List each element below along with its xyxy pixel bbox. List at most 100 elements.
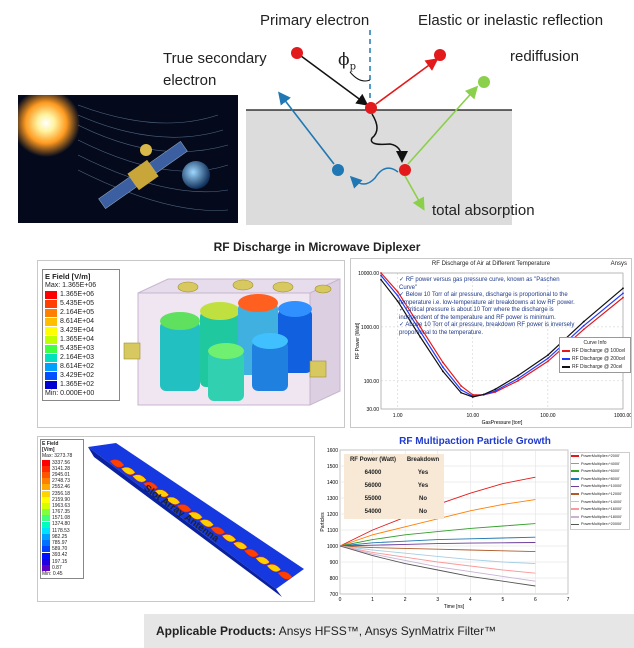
elastic-reflection-label: Elastic or inelastic reflection xyxy=(418,12,604,29)
legend-swatch xyxy=(42,503,50,510)
phi-label: ϕp xyxy=(338,50,356,73)
slot-field-hotspot xyxy=(277,571,293,580)
y-tick-label: 1100 xyxy=(327,528,338,534)
data-point xyxy=(546,360,549,363)
multipaction-title: RF Multipaction Particle Growth xyxy=(399,436,551,447)
legend-swatch xyxy=(42,533,50,540)
slot-field-hotspot xyxy=(244,549,259,558)
legend-entry: 3.429E+02 xyxy=(45,371,117,380)
legend-swatch xyxy=(42,496,50,503)
series-line xyxy=(380,272,624,396)
absorbed-electron xyxy=(399,164,411,176)
paschen-notes: ✓ RF power versus gas pressure curve, kn… xyxy=(399,277,577,337)
legend-entry: 2159.90 xyxy=(42,497,82,503)
legend-swatch xyxy=(42,546,50,553)
data-point xyxy=(471,396,474,398)
primary-electron-path xyxy=(296,52,369,106)
y-tick-label: 100.00 xyxy=(364,379,380,385)
legend-entry: 3141.28 xyxy=(42,466,82,472)
x-tick-label: 1 xyxy=(371,597,374,603)
legend-entry: 2945.01 xyxy=(42,472,82,479)
paschen-legend: Curve Info RF Discharge @ 100cel RF Disch… xyxy=(559,337,631,373)
x-tick-label: 100.00 xyxy=(540,413,556,419)
total-absorption-label: total absorption xyxy=(432,202,535,219)
data-point xyxy=(441,361,444,364)
diplexer-model xyxy=(123,278,341,406)
legend-entry: 1571.08 xyxy=(42,515,82,522)
legend-value: 1374.80 xyxy=(52,521,71,528)
legend-entry: 2.164E+03 xyxy=(45,353,117,362)
x-axis-label: Time [ns] xyxy=(444,604,465,610)
legend-swatch xyxy=(42,478,50,485)
reflection-path xyxy=(375,58,439,105)
legend-swatch xyxy=(42,515,50,522)
secondary-escape-path xyxy=(278,91,335,165)
legend-entry: 1.365E+02 xyxy=(45,380,117,389)
slot-field-hotspot xyxy=(255,556,270,565)
note-2: ✓ Below 10 Torr of air pressure, dischar… xyxy=(399,292,575,306)
applicable-products-list: Ansys HFSS™, Ansys SynMatrix Filter™ xyxy=(276,624,497,638)
legend-value: 3.429E+04 xyxy=(60,327,95,334)
legend-value: 2159.90 xyxy=(52,496,71,503)
legend-swatch xyxy=(42,552,50,559)
data-point xyxy=(622,296,624,299)
data-point xyxy=(622,287,624,290)
multipaction-panel: RF Multipaction Particle Growth 0 1 2 3 4 5 6 7… xyxy=(318,434,632,610)
slot-field-hotspot xyxy=(221,534,237,543)
legend-entry: 1.365E+04 xyxy=(45,335,117,344)
legend-value: 3337.56 xyxy=(52,459,71,466)
x-tick-label: 2 xyxy=(404,597,407,603)
legend-value: 1.365E+04 xyxy=(60,336,95,343)
breakdown-table-header: RF Power (Watt) Breakdown xyxy=(349,457,440,463)
slot-color-scale: 3337.56 3141.28 2945.01 2748.73 2552.46 2356.… xyxy=(42,460,82,571)
data-point xyxy=(419,330,422,333)
note-1: ✓ RF power versus gas pressure curve, kn… xyxy=(399,277,560,291)
legend-entry: 3.429E+04 xyxy=(45,326,117,335)
note-4: ✓ Above 10 Torr of air pressure, breakdo… xyxy=(399,322,575,336)
legend-value: 2.164E+05 xyxy=(60,309,95,316)
satellite-illustration xyxy=(18,95,238,223)
x-tick-label: 5 xyxy=(501,597,504,603)
data-point xyxy=(460,388,463,391)
legend-swatch xyxy=(42,540,50,547)
slot-field-hotspot xyxy=(188,511,203,520)
legend-entry: PowerMultiplier=*12000' xyxy=(571,491,629,499)
legend-entry: 1767.35 xyxy=(42,509,82,516)
rediffused-electron xyxy=(478,76,490,88)
table-row: 55000 No xyxy=(364,496,427,502)
x-tick-label: 0 xyxy=(339,597,342,603)
paschen-vendor: Ansys xyxy=(610,261,627,267)
legend-value: 982.25 xyxy=(52,533,68,540)
legend-value: 0.87 xyxy=(52,564,62,571)
slot-field-hotspot xyxy=(177,504,192,513)
breakdown-table: RF Power (Watt) Breakdown 64000 Yes 56000… xyxy=(344,454,444,519)
legend-entry: PowerMultiplier=*10000' xyxy=(571,483,629,491)
y-tick-label: 1400 xyxy=(327,480,338,486)
legend-entry: PowerMultiplier=*20000' xyxy=(571,521,629,529)
legend-value: 785.97 xyxy=(52,540,68,547)
slot-field-hotspot xyxy=(266,563,282,573)
legend-swatch xyxy=(42,465,50,472)
data-point xyxy=(380,278,382,281)
slot-field-hotspot xyxy=(109,459,125,468)
data-point xyxy=(441,370,444,373)
series-line xyxy=(339,545,536,574)
legend-entry: 1178.53 xyxy=(42,528,82,534)
data-point xyxy=(546,354,549,356)
legend-value: 3.429E+02 xyxy=(60,372,95,379)
legend-entry: 1963.63 xyxy=(42,503,82,510)
data-point xyxy=(517,374,519,377)
series-line xyxy=(339,545,536,582)
legend-value: 393.42 xyxy=(52,552,68,559)
data-point xyxy=(460,391,463,394)
legend-swatch xyxy=(42,558,50,565)
data-point xyxy=(396,290,399,293)
rf-discharge-title: RF Discharge in Microwave Diplexer xyxy=(213,240,421,254)
table-row: 64000 Yes xyxy=(364,470,429,476)
legend-swatch xyxy=(42,564,50,571)
legend-entry: 2552.46 xyxy=(42,484,82,491)
x-tick-label: 10.00 xyxy=(467,413,480,419)
slot-array-panel: Slot Array Antenna E Field [V/m] Max: 32… xyxy=(37,436,315,602)
material-surface xyxy=(246,110,512,225)
diplexer-efield-legend: E Field [V/m] Max: 1.365E+06 1.365E+06 5.… xyxy=(42,269,120,401)
